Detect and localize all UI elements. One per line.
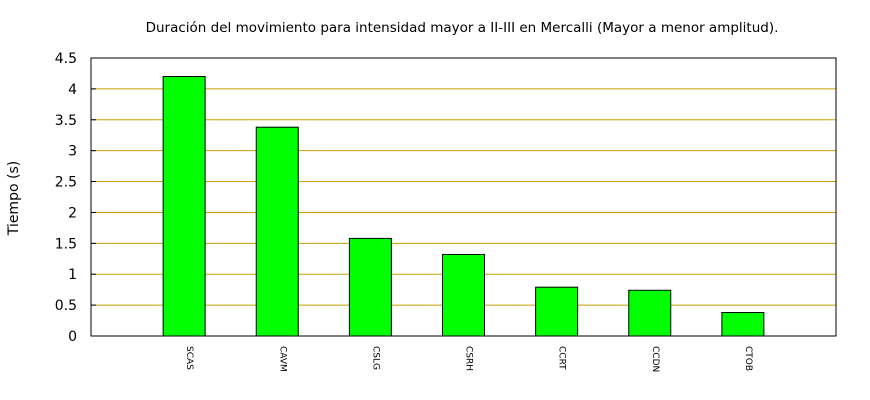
plot-frame [90, 57, 837, 337]
bars-group [162, 76, 765, 337]
x-tick-label: CAVM [277, 346, 287, 372]
y-tick-label: 2.5 [55, 175, 77, 191]
y-tick-label: 3 [68, 144, 77, 160]
bar-ccdn [628, 289, 672, 337]
x-tick-label: CSRH [464, 346, 474, 371]
bar-csrh [442, 253, 485, 337]
y-axis-label: Tiempo (s) [6, 161, 22, 236]
y-tick-label: 0.5 [55, 298, 77, 314]
y-tick-label: 0 [68, 329, 77, 345]
y-tick-label: 1.5 [55, 236, 77, 252]
x-tick-label: CTOB [743, 346, 753, 371]
y-tick-label: 4 [68, 82, 77, 98]
x-tick-label: CSLG [370, 346, 380, 370]
bar-ctob [721, 312, 765, 337]
bar-scas [162, 76, 206, 337]
grid-lines [91, 88, 836, 306]
y-tick-label: 3.5 [55, 113, 77, 129]
bar-ccrt [535, 286, 579, 337]
y-tick-label: 4.5 [55, 51, 77, 67]
y-axis-ticks: 0 0.5 1 1.5 2 2.5 3 3.5 4 4.5 [55, 51, 96, 345]
x-tick-label: SCAS [184, 346, 194, 370]
x-axis-ticks: SCAS CAVM CSLG CSRH CCRT CCDN CTOB [184, 346, 753, 372]
bar-cavm [255, 126, 299, 337]
x-tick-label: CCDN [650, 346, 660, 372]
y-tick-label: 2 [68, 205, 77, 221]
x-tick-label: CCRT [557, 346, 567, 370]
y-tick-label: 1 [68, 267, 77, 283]
bar-cslg [348, 237, 392, 337]
chart-title: Duración del movimiento para intensidad … [146, 20, 779, 36]
